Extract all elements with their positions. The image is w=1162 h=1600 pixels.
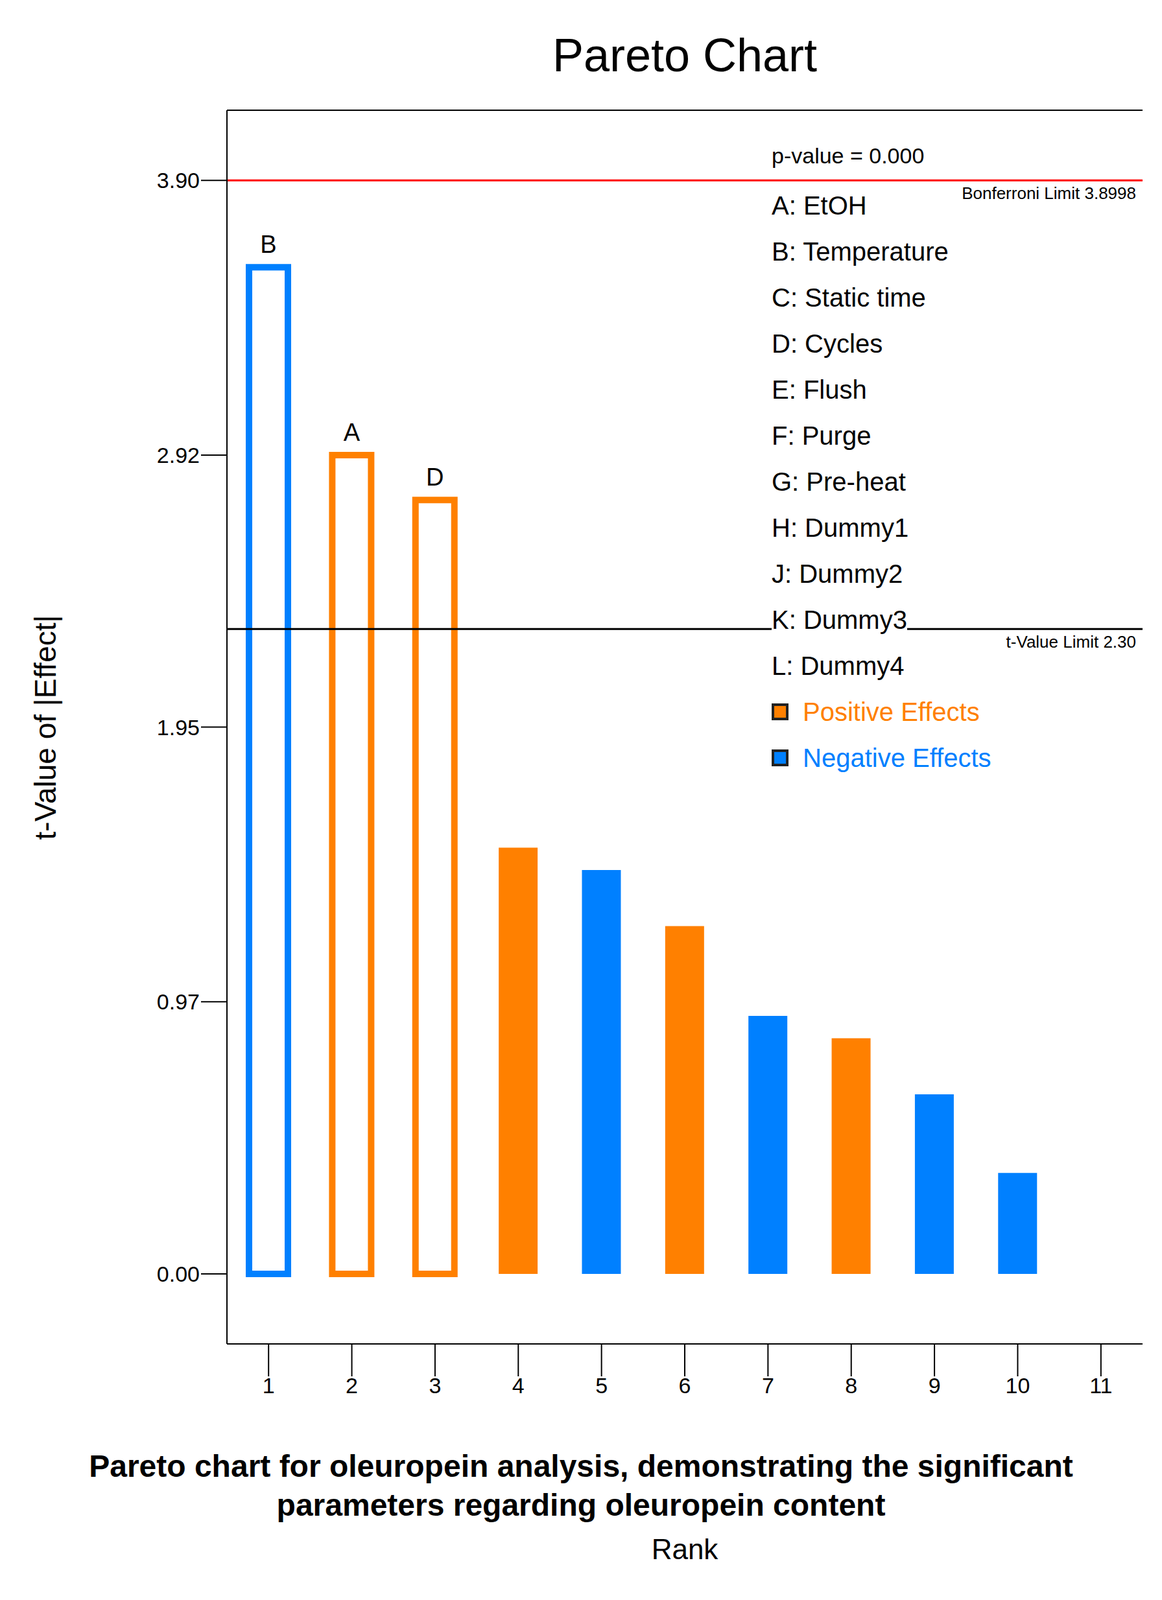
html-text:L: Dummy4: L: Dummy4 [771, 651, 905, 681]
html-text:Positive Effects: Positive Effects [802, 697, 980, 727]
svg-text:5: 5 [595, 1373, 608, 1399]
html-text:G: Pre-heat: G: Pre-heat [771, 467, 906, 497]
svg-text:10: 10 [1005, 1373, 1031, 1399]
html-text:D: Cycles: D: Cycles [771, 329, 883, 358]
html-text:t-Value of |Effect|: t-Value of |Effect| [28, 614, 63, 840]
html-text:Negative Effects: Negative Effects [802, 743, 992, 773]
svg-text:2.92: 2.92 [156, 442, 200, 468]
svg-text:1.95: 1.95 [156, 715, 200, 740]
svg-text:3.90: 3.90 [156, 167, 200, 193]
html-text:A: EtOH: A: EtOH [771, 191, 867, 220]
html-text:F: Purge: F: Purge [771, 421, 872, 451]
html-text:B: Temperature: B: Temperature [771, 237, 949, 266]
svg-text:9: 9 [928, 1373, 941, 1399]
html-text:K: Dummy3: K: Dummy3 [771, 605, 908, 635]
svg-text:11: 11 [1089, 1373, 1113, 1399]
svg-text:A: A [343, 418, 361, 447]
svg-text:6: 6 [678, 1373, 692, 1399]
svg-text:1: 1 [262, 1373, 275, 1399]
svg-text:3: 3 [428, 1373, 441, 1399]
svg-text:7: 7 [761, 1373, 775, 1399]
html-text:Rank: Rank [651, 1533, 719, 1566]
svg-text:0.00: 0.00 [156, 1261, 200, 1287]
html-text:p-value = 0.000: p-value = 0.000 [771, 143, 925, 168]
svg-text:2: 2 [345, 1373, 358, 1399]
svg-text:8: 8 [844, 1373, 858, 1399]
svg-text:4: 4 [512, 1373, 525, 1399]
html-text:Pareto chart for oleuropein an: Pareto chart for oleuropein analysis, de… [88, 1449, 1074, 1523]
html-text:Pareto Chart: Pareto Chart [552, 29, 818, 82]
html-text:E: Flush: E: Flush [771, 375, 867, 404]
html-text:J: Dummy2: J: Dummy2 [771, 559, 903, 589]
html-text:C: Static time: C: Static time [771, 283, 926, 312]
svg-text:D: D [426, 463, 444, 491]
svg-text:t-Value Limit 2.30: t-Value Limit 2.30 [1006, 632, 1137, 652]
svg-text:B: B [260, 230, 277, 259]
svg-text:0.97: 0.97 [156, 989, 200, 1015]
html-text:H: Dummy1: H: Dummy1 [771, 513, 909, 543]
svg-text:Bonferroni Limit 3.8998: Bonferroni Limit 3.8998 [961, 183, 1137, 203]
